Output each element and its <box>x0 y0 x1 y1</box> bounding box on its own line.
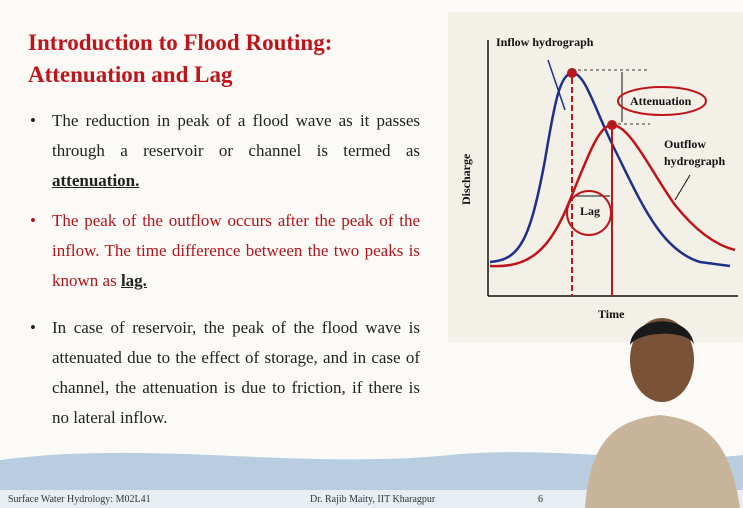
presenter-body <box>585 415 740 508</box>
diagram-label: Outflow <box>664 137 706 151</box>
bullet: • The reduction in peak of a flood wave a… <box>30 111 420 190</box>
y-axis-label: Discharge <box>459 153 473 205</box>
peak <box>607 120 617 130</box>
footer-page: 6 <box>538 494 543 505</box>
wave-band <box>0 452 743 492</box>
pointer <box>547 59 566 111</box>
diagram-label: Attenuation <box>630 94 692 108</box>
footer-strip <box>0 490 743 508</box>
diagram-label: Lag <box>580 204 600 218</box>
x-axis-label: Time <box>598 307 625 321</box>
presenter-hair <box>630 321 694 345</box>
bullet-text: In case of reservoir, the peak of the fl… <box>52 318 420 427</box>
bullet-text: The peak of the outflow occurs after the… <box>52 211 420 290</box>
annotation-circle <box>566 190 612 236</box>
bullet: • The peak of the outflow occurs after th… <box>30 211 420 290</box>
title-line: Attenuation and Lag <box>28 62 233 87</box>
diagram-label: Inflow hydrograph <box>496 35 594 49</box>
pointer <box>674 174 691 201</box>
bullet-emphasis: lag. <box>120 271 147 290</box>
diagram-panel <box>448 12 743 342</box>
diagram-label: hydrograph <box>664 154 725 168</box>
title-line: Introduction to Flood Routing: <box>28 30 333 55</box>
bullet-emphasis: attenuation. <box>52 171 140 190</box>
annotation-circle <box>617 86 707 116</box>
footer-author: Dr. Rajib Maity, IIT Kharagpur <box>310 494 436 505</box>
footer-course: Surface Water Hydrology: M02L41 <box>8 494 151 505</box>
bullet: • In case of reservoir, the peak of the f… <box>30 318 420 427</box>
presenter-head <box>630 318 694 402</box>
bullet-text: The reduction in peak of a flood wave as… <box>52 111 420 160</box>
